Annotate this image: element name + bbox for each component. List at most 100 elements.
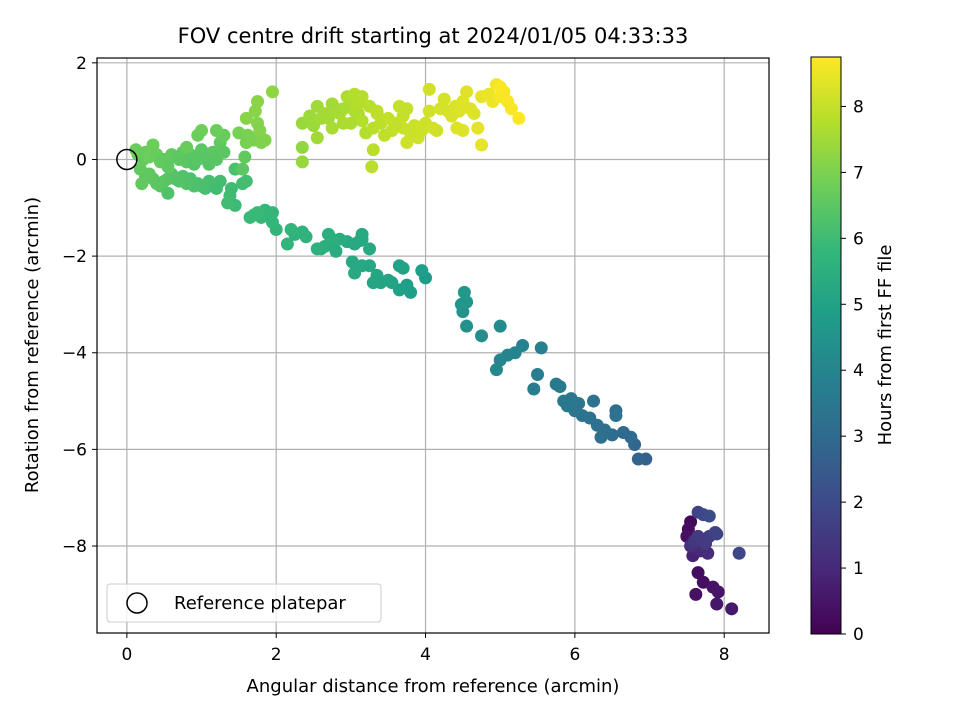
scatter-point bbox=[430, 123, 444, 137]
plot-frame bbox=[96, 57, 770, 634]
scatter-point bbox=[475, 138, 489, 152]
scatter-point bbox=[422, 104, 436, 118]
scatter-point bbox=[310, 131, 324, 145]
scatter-point bbox=[587, 394, 601, 408]
grid bbox=[97, 58, 769, 633]
scatter-point bbox=[392, 259, 406, 273]
scatter-point bbox=[238, 150, 252, 164]
scatter-point bbox=[265, 85, 279, 99]
scatter-point bbox=[355, 114, 369, 128]
scatter-point bbox=[355, 90, 369, 104]
scatter-point bbox=[239, 174, 253, 188]
scatter-point bbox=[348, 266, 362, 280]
scatter-point bbox=[129, 143, 143, 157]
scatter-point bbox=[531, 367, 545, 381]
scatter-point bbox=[135, 177, 149, 191]
y-tick-label: −8 bbox=[62, 537, 87, 557]
y-tick-label: −6 bbox=[62, 440, 87, 460]
scatter-point bbox=[732, 546, 746, 560]
scatter-point bbox=[243, 210, 257, 224]
x-tick-label: 6 bbox=[569, 645, 580, 665]
scatter-point bbox=[493, 80, 507, 94]
scatter-point bbox=[243, 133, 257, 147]
scatter-point bbox=[702, 509, 716, 523]
colorbar-tick-label: 7 bbox=[853, 163, 864, 183]
scatter-point bbox=[631, 452, 645, 466]
scatter-point bbox=[239, 111, 253, 125]
scatter-point bbox=[325, 121, 339, 135]
scatter-point bbox=[209, 181, 223, 195]
scatter-point bbox=[689, 587, 703, 601]
scatter-point bbox=[258, 133, 272, 147]
data-points bbox=[129, 78, 746, 616]
scatter-point bbox=[422, 82, 436, 96]
scatter-point bbox=[310, 242, 324, 256]
x-tick-label: 2 bbox=[271, 645, 282, 665]
legend-marker bbox=[126, 592, 148, 614]
colorbar-tick-label: 3 bbox=[853, 427, 864, 447]
scatter-point bbox=[295, 140, 309, 154]
scatter-point bbox=[295, 155, 309, 169]
colorbar-tick-label: 1 bbox=[853, 559, 864, 579]
scatter-point bbox=[325, 97, 339, 111]
colorbar-ticks: 0 1 2 3 4 5 6 7 8 bbox=[841, 97, 864, 645]
y-tick-label: 0 bbox=[76, 150, 87, 170]
scatter-point bbox=[217, 145, 231, 159]
scatter-point bbox=[460, 85, 474, 99]
colorbar-tick-label: 2 bbox=[853, 493, 864, 513]
y-tick-label: −2 bbox=[62, 247, 87, 267]
scatter-point bbox=[710, 597, 724, 611]
x-axis-label: Angular distance from reference (arcmin) bbox=[247, 676, 620, 697]
colorbar-tick-label: 4 bbox=[853, 361, 864, 381]
scatter-point bbox=[389, 119, 403, 133]
scatter-point bbox=[467, 107, 481, 121]
y-axis-label: Rotation from reference (arcmin) bbox=[22, 197, 43, 493]
scatter-point bbox=[557, 394, 571, 408]
y-axis-ticks: −8 −6 −4 −2 0 2 bbox=[62, 54, 97, 557]
legend-box bbox=[106, 583, 382, 623]
scatter-point bbox=[366, 143, 380, 157]
scatter-point bbox=[344, 116, 358, 130]
scatter-point bbox=[280, 237, 294, 251]
scatter-point bbox=[355, 227, 369, 241]
colorbar-tick-label: 8 bbox=[853, 97, 864, 117]
scatter-point bbox=[251, 116, 265, 130]
colorbar-tick-label: 5 bbox=[853, 295, 864, 315]
scatter-point bbox=[284, 223, 298, 237]
scatter-point bbox=[366, 276, 380, 290]
scatter-point bbox=[725, 602, 739, 616]
scatter-point bbox=[437, 92, 451, 106]
scatter-point bbox=[696, 575, 710, 589]
reference-marker bbox=[116, 148, 138, 171]
y-tick-label: 2 bbox=[76, 54, 87, 74]
scatter-point bbox=[489, 363, 503, 377]
chart-title: FOV centre drift starting at 2024/01/05 … bbox=[178, 24, 689, 48]
scatter-point bbox=[400, 102, 414, 116]
scatter-point bbox=[415, 264, 429, 278]
scatter-point bbox=[236, 162, 250, 176]
scatter-point bbox=[209, 123, 223, 137]
legend-label: Reference platepar bbox=[174, 593, 346, 614]
scatter-point bbox=[329, 244, 343, 258]
scatter-point bbox=[711, 585, 725, 599]
colorbar-tick-label: 0 bbox=[853, 625, 864, 645]
colorbar bbox=[810, 56, 842, 635]
scatter-point bbox=[370, 104, 384, 118]
y-tick-label: −4 bbox=[62, 344, 87, 364]
scatter-point bbox=[609, 409, 623, 423]
scatter-point bbox=[475, 329, 489, 343]
scatter-point bbox=[457, 285, 471, 299]
scatter-point bbox=[460, 319, 474, 333]
scatter-point bbox=[534, 341, 548, 355]
scatter-point bbox=[221, 196, 235, 210]
legend: Reference platepar bbox=[106, 583, 382, 623]
scatter-point bbox=[161, 186, 175, 200]
scatter-point bbox=[400, 136, 414, 150]
scatter-point bbox=[251, 94, 265, 108]
scatter-point bbox=[265, 206, 279, 220]
scatter-point bbox=[504, 102, 518, 116]
scatter-point bbox=[549, 377, 563, 391]
x-tick-label: 8 bbox=[719, 645, 730, 665]
scatter-point bbox=[594, 430, 608, 444]
